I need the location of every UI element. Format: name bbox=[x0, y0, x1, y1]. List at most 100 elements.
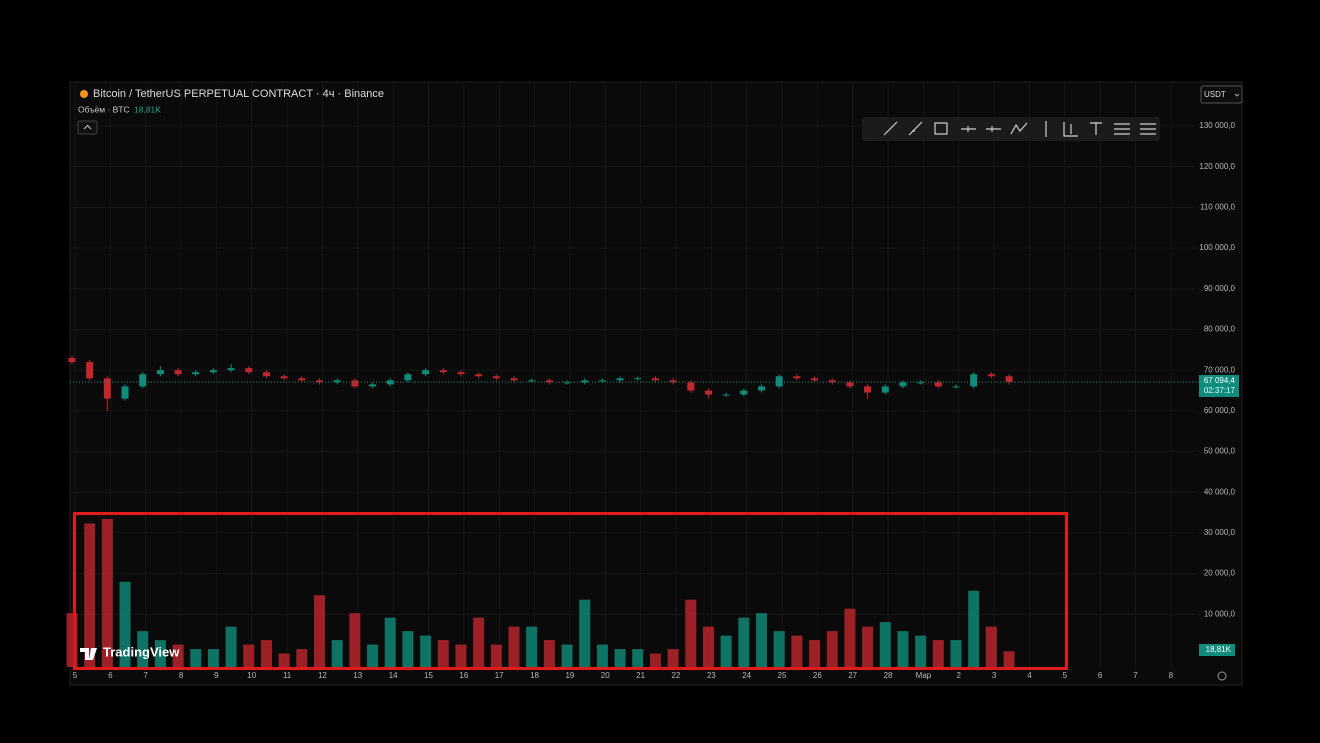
volume-bar bbox=[331, 640, 343, 667]
candle-body bbox=[704, 390, 712, 395]
tool-text[interactable] bbox=[1090, 122, 1102, 135]
volume-bar bbox=[225, 626, 237, 667]
grid bbox=[70, 84, 1195, 668]
candle-body bbox=[386, 380, 394, 385]
volume-bar bbox=[260, 640, 272, 667]
x-tick-label: 19 bbox=[565, 671, 574, 680]
y-tick-label: 70 000,0 bbox=[1204, 365, 1236, 374]
x-tick-label: 24 bbox=[742, 671, 751, 680]
y-tick-label: 80 000,0 bbox=[1204, 325, 1236, 334]
volume-bar bbox=[455, 644, 467, 667]
candle-body bbox=[121, 386, 129, 399]
candle-body bbox=[422, 370, 430, 375]
volume-bar bbox=[1003, 651, 1015, 667]
candle-body bbox=[457, 372, 465, 375]
volume-bar bbox=[84, 523, 96, 667]
x-tick-label: 6 bbox=[1098, 671, 1103, 680]
x-tick-label: 14 bbox=[389, 671, 398, 680]
tool-fib[interactable] bbox=[1114, 123, 1130, 135]
volume-bar bbox=[473, 617, 485, 667]
candle-body bbox=[740, 390, 748, 395]
highlight-box bbox=[73, 512, 1068, 670]
volume-bar bbox=[862, 626, 874, 667]
candle-body bbox=[492, 376, 500, 379]
x-tick-label: 3 bbox=[992, 671, 997, 680]
x-tick-label: 5 bbox=[73, 671, 78, 680]
volume-bar bbox=[809, 640, 821, 667]
volume-bar bbox=[844, 608, 856, 667]
last-price-box bbox=[1199, 374, 1239, 397]
candle-body bbox=[846, 382, 854, 387]
x-tick-label: 12 bbox=[318, 671, 327, 680]
tool-measure[interactable] bbox=[1063, 122, 1078, 137]
x-tick-label: 6 bbox=[108, 671, 113, 680]
volume-bar bbox=[119, 581, 131, 667]
volume-bar bbox=[420, 635, 432, 667]
tool-trend[interactable] bbox=[883, 121, 898, 136]
candle-body bbox=[510, 378, 518, 381]
chart-title: Bitcoin / TetherUS PERPETUAL CONTRACT · … bbox=[93, 88, 384, 100]
volume-bar bbox=[172, 644, 184, 667]
volume-bar bbox=[490, 644, 502, 667]
tool-rect[interactable] bbox=[934, 122, 948, 135]
tool-ray[interactable] bbox=[908, 121, 923, 136]
candle-body bbox=[917, 382, 925, 384]
volume-bar bbox=[702, 626, 714, 667]
settings-icon[interactable] bbox=[1217, 671, 1227, 681]
volume-bar bbox=[508, 626, 520, 667]
tool-hline[interactable] bbox=[961, 126, 976, 132]
x-tick-label: 20 bbox=[601, 671, 610, 680]
candle-body bbox=[404, 374, 412, 381]
volume-bar bbox=[66, 613, 78, 667]
candle-body bbox=[280, 376, 288, 379]
volume-bar bbox=[314, 595, 326, 667]
candle-body bbox=[864, 386, 872, 393]
collapse-button[interactable] bbox=[77, 120, 98, 135]
y-tick-label: 100 000,0 bbox=[1199, 243, 1235, 252]
candle-body bbox=[103, 378, 111, 399]
x-tick-label: 21 bbox=[636, 671, 645, 680]
volume-bar bbox=[137, 631, 149, 667]
currency: USDT bbox=[1204, 90, 1226, 99]
x-tick-label: 23 bbox=[707, 671, 716, 680]
candle-body bbox=[669, 380, 677, 383]
tool-path[interactable] bbox=[1010, 122, 1028, 135]
candle-body bbox=[262, 372, 270, 377]
candle-body bbox=[316, 380, 324, 383]
candle-body bbox=[245, 368, 253, 373]
volume-bar bbox=[667, 649, 679, 667]
x-tick-label: 28 bbox=[884, 671, 893, 680]
candle-body bbox=[793, 376, 801, 379]
x-tick-label: 22 bbox=[671, 671, 680, 680]
volume-bar bbox=[968, 590, 980, 667]
x-tick-label: 17 bbox=[495, 671, 504, 680]
candle-body bbox=[475, 374, 483, 377]
y-tick-label: 90 000,0 bbox=[1204, 284, 1236, 293]
currency-select[interactable] bbox=[1200, 85, 1243, 104]
volume-bar bbox=[561, 644, 573, 667]
dropdown-arrow bbox=[1234, 93, 1240, 97]
tool-hray[interactable] bbox=[986, 126, 1001, 132]
tool-settings[interactable] bbox=[1140, 123, 1156, 135]
x-tick-label: 8 bbox=[179, 671, 184, 680]
candle-body bbox=[528, 380, 536, 382]
volume-bar bbox=[879, 622, 891, 667]
volume-bar bbox=[756, 613, 768, 667]
y-tick-label: 50 000,0 bbox=[1204, 447, 1236, 456]
candle-body bbox=[828, 380, 836, 383]
candle-body bbox=[899, 382, 907, 387]
volume-bar bbox=[950, 640, 962, 667]
candle-body bbox=[86, 362, 94, 379]
candle-body bbox=[722, 394, 730, 396]
x-tick-label: 13 bbox=[353, 671, 362, 680]
volume-bar bbox=[526, 626, 538, 667]
candle-body bbox=[298, 378, 306, 381]
candle-body bbox=[174, 370, 182, 375]
volume-bar bbox=[985, 626, 997, 667]
volume-bar bbox=[614, 649, 626, 667]
x-tick-label: 26 bbox=[813, 671, 822, 680]
candle-body bbox=[68, 357, 76, 363]
symbol-icon bbox=[80, 90, 88, 98]
